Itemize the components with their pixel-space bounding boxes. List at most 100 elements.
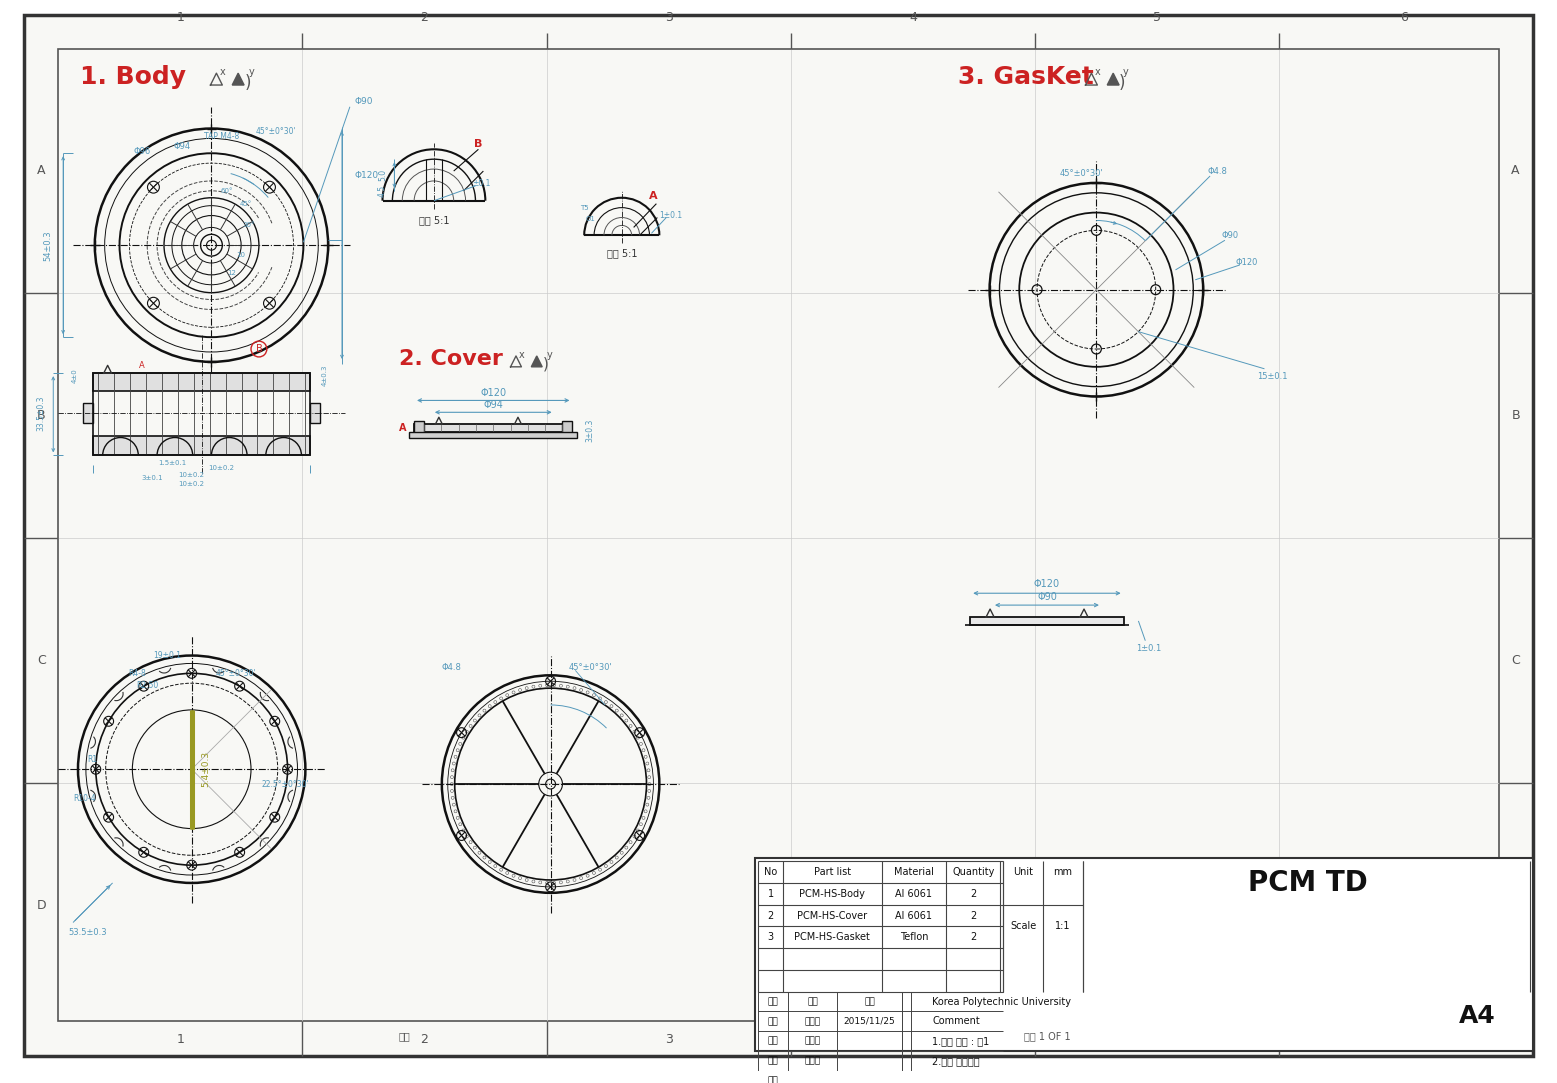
- Text: 2.일반 허용오차: 2.일반 허용오차: [933, 1056, 979, 1066]
- Text: 3: 3: [665, 11, 673, 24]
- Text: C: C: [1512, 654, 1520, 667]
- Text: T5: T5: [579, 205, 589, 210]
- Text: 1: 1: [176, 11, 184, 24]
- Text: x: x: [220, 67, 226, 77]
- Text: 30°: 30°: [243, 222, 255, 229]
- Text: 45°: 45°: [240, 200, 252, 207]
- Text: Φ120: Φ120: [1034, 579, 1060, 589]
- Text: 60°: 60°: [220, 187, 232, 194]
- Text: R4-8: R4-8: [128, 669, 146, 678]
- Bar: [93, 374, 310, 391]
- Text: TAP M4-8: TAP M4-8: [204, 132, 238, 141]
- Bar: [93, 374, 310, 455]
- Text: 6: 6: [1400, 11, 1408, 24]
- Text: Φ120: Φ120: [355, 171, 378, 181]
- Text: 이름: 이름: [768, 997, 778, 1006]
- Text: y: y: [1123, 67, 1129, 77]
- Text: PCM TD: PCM TD: [1249, 869, 1369, 897]
- Text: 1.5±0.1: 1.5±0.1: [157, 459, 185, 466]
- Bar: [562, 421, 573, 435]
- Text: C: C: [37, 654, 45, 667]
- Text: Quantity: Quantity: [951, 867, 995, 877]
- Bar: [755, 858, 1534, 1051]
- Text: y: y: [547, 350, 553, 360]
- Text: 1±0.1: 1±0.1: [660, 211, 684, 220]
- Text: 서명: 서명: [807, 997, 817, 1006]
- Text: 3. GasKet: 3. GasKet: [958, 65, 1093, 89]
- Text: 2: 2: [970, 911, 976, 921]
- Text: 4: 4: [909, 11, 917, 24]
- Text: O1: O1: [585, 217, 595, 222]
- Text: 45°±0°30': 45°±0°30': [216, 669, 257, 678]
- Text: Φ90: Φ90: [1221, 231, 1238, 239]
- Text: 3±0.1: 3±0.1: [142, 474, 163, 481]
- Text: Scale: Scale: [1010, 922, 1037, 931]
- Text: A: A: [649, 191, 657, 200]
- Bar: [414, 425, 573, 432]
- Text: 홍길동: 홍길동: [805, 1017, 821, 1026]
- Text: R1: R1: [87, 755, 98, 764]
- Text: 53.5±0.3: 53.5±0.3: [69, 928, 107, 937]
- Text: ±0.1: ±0.1: [472, 180, 490, 188]
- Text: Comment: Comment: [933, 1016, 979, 1027]
- Text: 33.5±0.3: 33.5±0.3: [37, 395, 45, 431]
- Text: 1: 1: [176, 1033, 184, 1046]
- Text: 1±0.1: 1±0.1: [1135, 644, 1162, 653]
- Text: Al 6061: Al 6061: [895, 911, 933, 921]
- Text: 6: 6: [1400, 1033, 1408, 1046]
- Bar: [409, 432, 578, 438]
- Bar: [93, 435, 310, 455]
- Text: 제조: 제조: [768, 1077, 778, 1083]
- Bar: [83, 403, 93, 423]
- Text: 5.0: 5.0: [378, 169, 388, 181]
- Text: 2: 2: [768, 911, 774, 921]
- Text: Φ94: Φ94: [483, 401, 503, 410]
- Text: 작성: 작성: [768, 1017, 778, 1026]
- Text: 검사: 검사: [768, 1036, 778, 1046]
- Text: Teflon: Teflon: [900, 932, 928, 942]
- Text: 축척 5:1: 축척 5:1: [607, 248, 637, 258]
- Text: 4: 4: [909, 1033, 917, 1046]
- Text: 2: 2: [970, 889, 976, 899]
- Text: PCM-HS-Gasket: PCM-HS-Gasket: [794, 932, 870, 942]
- Text: 45°±0°30': 45°±0°30': [1060, 169, 1104, 178]
- Text: B: B: [255, 344, 262, 354]
- Text: Φ4.8: Φ4.8: [1207, 167, 1227, 175]
- Text: 15±0.1: 15±0.1: [1256, 373, 1288, 381]
- Text: A: A: [37, 164, 45, 177]
- Text: 1: 1: [768, 889, 774, 899]
- Polygon shape: [1107, 74, 1119, 86]
- Text: 2: 2: [970, 932, 976, 942]
- Text: 축척 5:1: 축척 5:1: [419, 216, 448, 225]
- Text: 45°±0°30': 45°±0°30': [255, 127, 296, 136]
- Text: mm: mm: [1053, 867, 1073, 877]
- Text: ): ): [543, 356, 548, 371]
- Text: 3: 3: [768, 932, 774, 942]
- Text: 홍길동: 홍길동: [805, 1056, 821, 1066]
- Text: 시제 1 OF 1: 시제 1 OF 1: [1023, 1031, 1070, 1041]
- Text: y: y: [249, 67, 255, 77]
- Text: 4±0: 4±0: [72, 368, 78, 383]
- Text: Korea Polytechnic University: Korea Polytechnic University: [933, 996, 1071, 1006]
- Text: D: D: [36, 899, 47, 912]
- Text: Φ90: Φ90: [355, 97, 374, 106]
- Text: Φ120: Φ120: [1235, 258, 1258, 266]
- Text: 1.도면 일체 : 허1: 1.도면 일체 : 허1: [933, 1036, 989, 1046]
- Text: A: A: [1512, 164, 1520, 177]
- Text: x: x: [1095, 67, 1101, 77]
- Text: R2.50: R2.50: [135, 681, 159, 690]
- Polygon shape: [531, 356, 542, 367]
- Text: 1. Body: 1. Body: [79, 65, 185, 89]
- Text: x: x: [518, 350, 525, 360]
- Text: 45°±0°30': 45°±0°30': [568, 663, 612, 671]
- Text: 10±0.2: 10±0.2: [209, 465, 235, 471]
- Bar: [414, 421, 424, 435]
- Text: ): ): [1119, 74, 1126, 92]
- Text: 10: 10: [237, 252, 246, 258]
- Text: 12: 12: [227, 270, 235, 276]
- Text: 5: 5: [1154, 11, 1162, 24]
- Text: Φ90: Φ90: [1037, 592, 1057, 602]
- Text: B: B: [37, 408, 45, 421]
- Text: R10-4: R10-4: [73, 795, 97, 804]
- Text: Al 6061: Al 6061: [895, 889, 933, 899]
